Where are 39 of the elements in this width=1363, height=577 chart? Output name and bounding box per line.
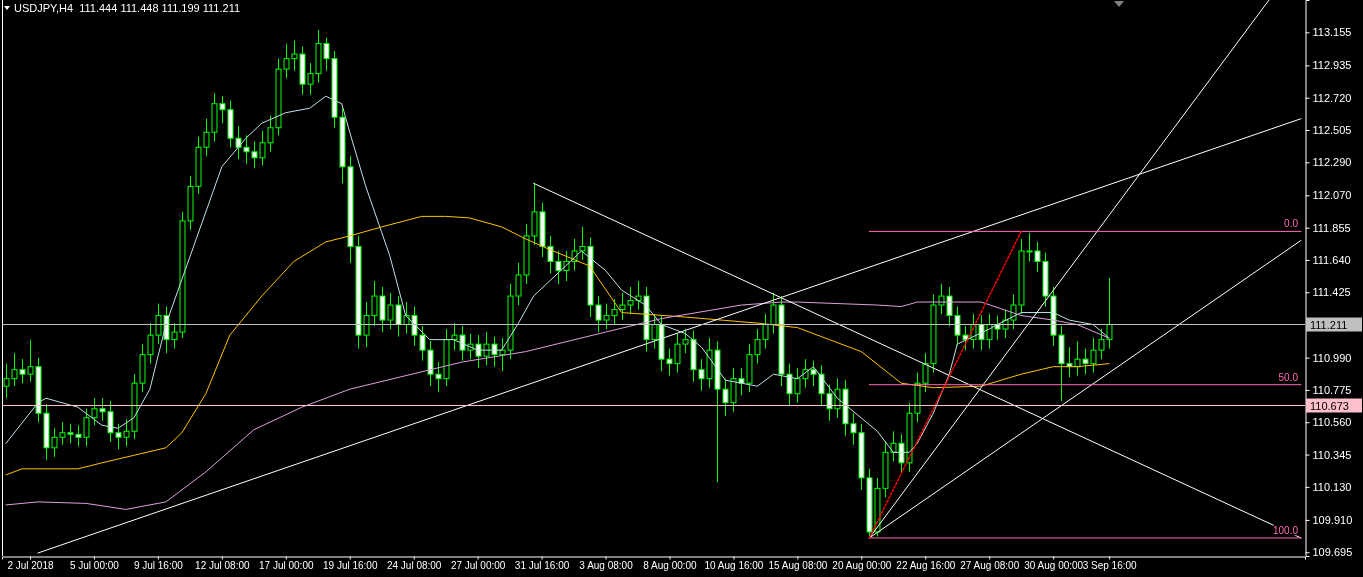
- x-tick-label: 8 Aug 00:00: [643, 559, 698, 571]
- y-tick-label: 112.290: [1312, 156, 1352, 169]
- x-tick-label: 2 Jul 2018: [7, 559, 54, 571]
- y-tick-label: 110.130: [1312, 480, 1352, 493]
- x-tick-label: 20 Aug 00:00: [832, 559, 892, 571]
- x-tick-label: 3 Aug 08:00: [579, 559, 634, 571]
- x-tick-label: 15 Aug 08:00: [768, 559, 828, 571]
- x-tick-label: 30 Aug 00:00: [1024, 559, 1084, 571]
- x-tick-label: 10 Aug 16:00: [704, 559, 764, 571]
- y-tick-label: 110.990: [1312, 351, 1352, 364]
- y-tick-label: 110.560: [1312, 416, 1352, 429]
- y-tick-label: 111.640: [1312, 253, 1351, 266]
- y-tick-label: 111.855: [1312, 221, 1351, 234]
- x-tick-label: 24 Jul 08:00: [386, 559, 442, 571]
- y-tick-label: 113.155: [1312, 26, 1352, 39]
- ref-line-label: 110.673: [1310, 399, 1349, 412]
- y-tick-label: 110.345: [1312, 448, 1352, 461]
- y-tick-label: 110.775: [1312, 383, 1352, 396]
- y-tick-label: 112.505: [1312, 124, 1352, 136]
- series-label: 50.0: [1278, 371, 1299, 383]
- x-tick-label: 17 Jul 00:00: [259, 559, 314, 571]
- series-label: 0.0: [1284, 218, 1299, 230]
- x-tick-label: 5 Jul 00:00: [69, 559, 120, 571]
- x-tick-label: 27 Aug 08:00: [960, 559, 1020, 571]
- x-tick-label: 3 Sep 16:00: [1082, 559, 1138, 571]
- y-tick-label: 112.070: [1312, 189, 1352, 202]
- x-tick-label: 22 Aug 16:00: [896, 559, 956, 571]
- ref-line-label: 111.211: [1310, 318, 1348, 331]
- x-tick-label: 9 Jul 16:00: [133, 559, 184, 571]
- y-tick-label: 109.910: [1312, 513, 1353, 526]
- x-tick-label: 19 Jul 16:00: [322, 559, 378, 571]
- x-tick-label: 12 Jul 08:00: [195, 559, 251, 571]
- x-tick-label: 31 Jul 16:00: [514, 559, 570, 571]
- chart-title: USDJPY,H4 111.444 111.448 111.199 111.211: [14, 2, 241, 14]
- y-tick-label: 111.425: [1312, 286, 1351, 299]
- y-tick-label: 112.720: [1312, 91, 1352, 104]
- y-tick-label: 112.935: [1312, 59, 1352, 72]
- y-tick-label: 109.695: [1312, 546, 1353, 559]
- x-tick-label: 27 Jul 00:00: [450, 559, 506, 571]
